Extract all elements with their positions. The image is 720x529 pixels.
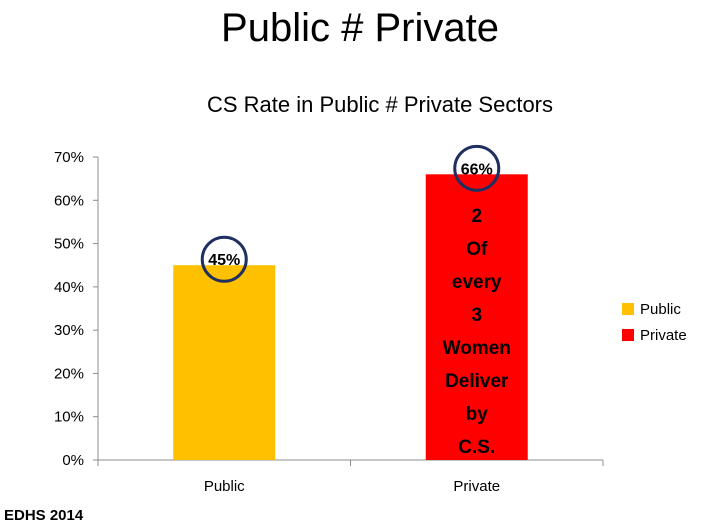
y-tick-label: 50% <box>54 236 84 253</box>
chart-title: CS Rate in Public # Private Sectors <box>206 92 554 117</box>
y-tick-label: 20% <box>54 365 84 382</box>
annotation-line: 3 <box>471 305 482 326</box>
x-tick-label: Public <box>204 478 245 495</box>
annotation-line: Women <box>443 338 511 359</box>
highlight-circle-public <box>200 235 248 283</box>
legend-swatch-private <box>622 329 634 341</box>
bar-public <box>173 265 276 460</box>
annotation-line: by <box>466 404 489 425</box>
y-tick-label: 60% <box>54 192 84 209</box>
data-label-public: 45% <box>208 252 240 269</box>
legend-label-public: Public <box>640 300 681 318</box>
legend-item-public: Public <box>622 296 687 322</box>
slide-title: Public # Private <box>221 6 499 50</box>
source-footer: EDHS 2014 <box>4 507 84 524</box>
y-tick-label: 70% <box>54 149 84 166</box>
data-label-private: 66% <box>461 161 493 178</box>
annotation-line: Deliver <box>445 371 509 392</box>
legend-item-private: Private <box>622 322 687 348</box>
annotation-line: C.S. <box>458 437 495 458</box>
y-tick-label: 30% <box>54 322 84 339</box>
y-tick-label: 40% <box>54 279 84 296</box>
y-tick-label: 0% <box>62 452 84 469</box>
legend-label-private: Private <box>640 326 687 344</box>
highlight-circle-private <box>453 144 501 192</box>
annotation-line: Of <box>466 239 488 260</box>
legend-swatch-public <box>622 303 634 315</box>
legend: Public Private <box>622 296 687 348</box>
annotation-line: every <box>452 272 502 293</box>
x-tick-label: Private <box>453 478 500 495</box>
y-tick-label: 10% <box>54 409 84 426</box>
annotation-line: 2 <box>471 206 482 227</box>
bar-private <box>425 174 528 461</box>
